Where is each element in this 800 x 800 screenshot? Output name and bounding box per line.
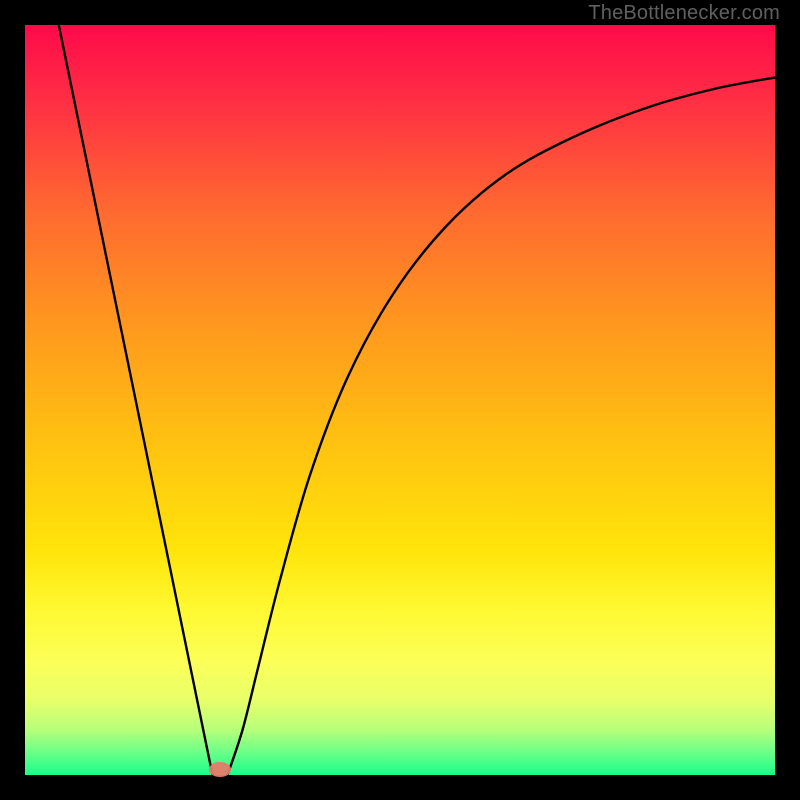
- right-curve: [228, 78, 776, 776]
- curves-svg: [25, 25, 775, 775]
- plot-area: [25, 25, 775, 775]
- minimum-marker: [209, 762, 232, 777]
- left-line: [59, 25, 213, 775]
- chart-container: TheBottlenecker.com: [0, 0, 800, 800]
- watermark-text: TheBottlenecker.com: [588, 2, 780, 25]
